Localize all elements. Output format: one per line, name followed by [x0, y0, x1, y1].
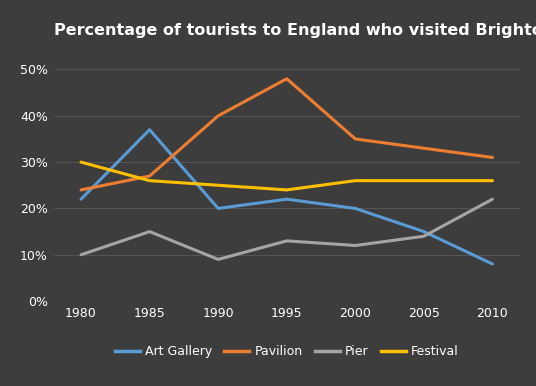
Text: Percentage of tourists to England who visited Brighton attractions: Percentage of tourists to England who vi…: [54, 23, 536, 38]
Legend: Art Gallery, Pavilion, Pier, Festival: Art Gallery, Pavilion, Pier, Festival: [110, 340, 464, 364]
